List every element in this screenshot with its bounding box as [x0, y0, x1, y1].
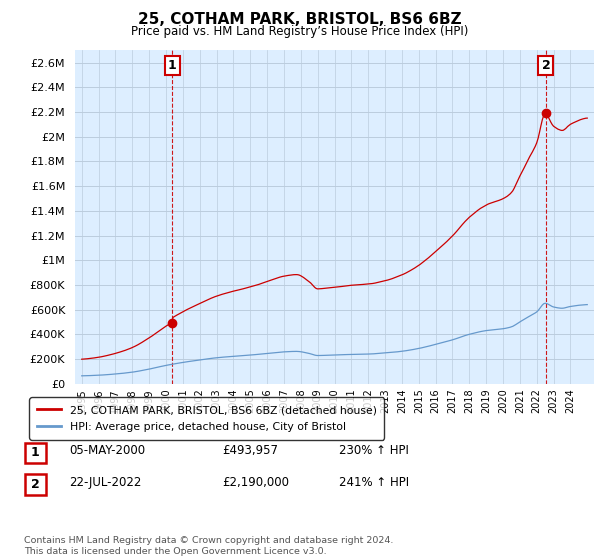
Text: 05-MAY-2000: 05-MAY-2000: [69, 444, 145, 458]
Text: £493,957: £493,957: [222, 444, 278, 458]
Text: 2: 2: [31, 478, 40, 491]
FancyBboxPatch shape: [25, 442, 46, 463]
Text: 1: 1: [31, 446, 40, 459]
Text: 230% ↑ HPI: 230% ↑ HPI: [339, 444, 409, 458]
Text: 2: 2: [542, 59, 550, 72]
Text: 25, COTHAM PARK, BRISTOL, BS6 6BZ: 25, COTHAM PARK, BRISTOL, BS6 6BZ: [138, 12, 462, 27]
FancyBboxPatch shape: [25, 474, 46, 495]
Text: Contains HM Land Registry data © Crown copyright and database right 2024.
This d: Contains HM Land Registry data © Crown c…: [24, 536, 394, 556]
Text: Price paid vs. HM Land Registry’s House Price Index (HPI): Price paid vs. HM Land Registry’s House …: [131, 25, 469, 38]
Text: 241% ↑ HPI: 241% ↑ HPI: [339, 476, 409, 489]
Legend: 25, COTHAM PARK, BRISTOL, BS6 6BZ (detached house), HPI: Average price, detached: 25, COTHAM PARK, BRISTOL, BS6 6BZ (detac…: [29, 398, 384, 440]
Text: £2,190,000: £2,190,000: [222, 476, 289, 489]
Text: 22-JUL-2022: 22-JUL-2022: [69, 476, 142, 489]
Text: 1: 1: [168, 59, 176, 72]
